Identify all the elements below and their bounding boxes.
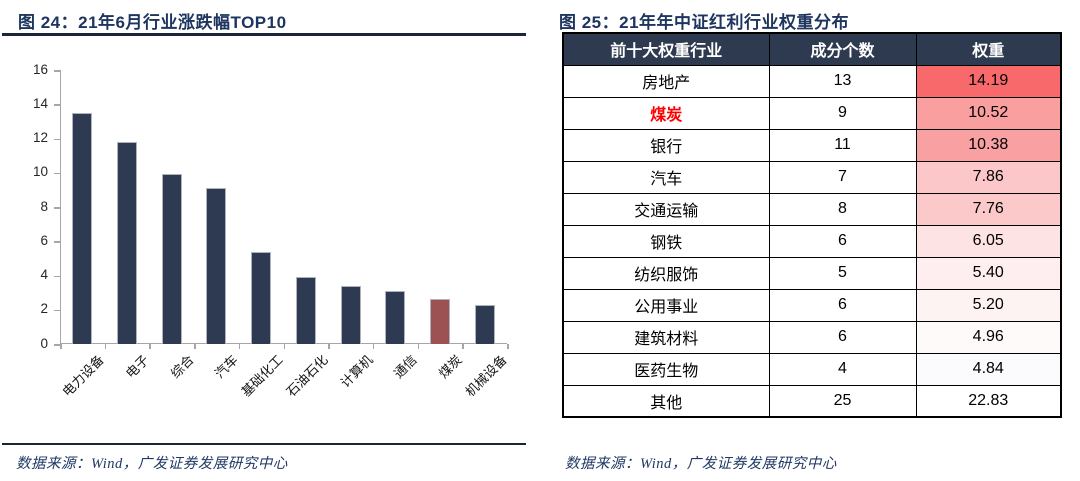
cell-weight: 5.20 xyxy=(915,288,1062,322)
y-axis-tick-mark xyxy=(54,309,60,312)
cell-industry: 纺织服饰 xyxy=(562,256,770,290)
y-axis-tick-label: 12 xyxy=(32,130,48,145)
y-axis-tick-mark xyxy=(54,104,60,106)
x-axis-tick-mark xyxy=(283,344,285,349)
cell-weight: 14.19 xyxy=(915,64,1062,98)
table-row-建筑材料: 建筑材料 6 4.96 xyxy=(562,320,1062,354)
x-axis-tick-mark xyxy=(60,344,62,349)
table-row-交通运输: 交通运输 8 7.76 xyxy=(562,192,1062,226)
bar-综合 xyxy=(161,174,182,344)
cell-count: 7 xyxy=(768,160,917,194)
cell-count: 5 xyxy=(768,256,917,290)
table-row-汽车: 汽车 7 7.86 xyxy=(562,160,1062,194)
y-axis-tick-label: 14 xyxy=(32,95,48,111)
y-axis-tick-mark xyxy=(54,70,60,72)
figure-24-bottom-rule xyxy=(2,443,526,445)
y-axis-tick-label: 0 xyxy=(40,335,48,351)
y-axis-tick-label: 10 xyxy=(32,164,48,180)
x-axis-tick-mark xyxy=(372,344,375,349)
y-axis-tick-mark xyxy=(54,241,60,243)
x-axis-tick-mark xyxy=(462,344,464,349)
x-axis-tick-mark xyxy=(417,344,420,349)
x-axis-tick-mark xyxy=(328,344,330,349)
table-body: 房地产 13 14.19 煤炭 9 10.52 银行 11 10.38 汽车 7 7.86 交通运输 8 7… xyxy=(562,64,1062,418)
y-axis-tick-mark xyxy=(54,344,60,346)
cell-industry: 汽车 xyxy=(562,160,770,194)
figure-25-source: 数据来源：Wind，广发证券发展研究中心 xyxy=(565,456,837,472)
dividend-index-weights-table: 前十大权重行业 成分个数 权重 房地产 13 14.19 煤炭 9 10.52 银行 11 10… xyxy=(562,32,1062,418)
figure-25-title: 图 25：21年年中证红利行业权重分布 xyxy=(559,13,850,32)
bar-基础化工 xyxy=(251,251,272,344)
figure-24-source: 数据来源：Wind，广发证券发展研究中心 xyxy=(16,456,288,472)
cell-weight: 22.83 xyxy=(915,384,1062,418)
header-weight: 权重 xyxy=(915,32,1062,66)
bar-通信 xyxy=(385,290,406,344)
cell-count: 6 xyxy=(768,224,917,258)
cell-industry: 其他 xyxy=(562,384,770,418)
cell-industry: 交通运输 xyxy=(562,192,770,226)
table-row-纺织服饰: 纺织服饰 5 5.40 xyxy=(562,256,1062,290)
cell-weight: 5.40 xyxy=(915,256,1062,290)
cell-industry: 煤炭 xyxy=(562,96,770,130)
cell-weight: 7.86 xyxy=(915,160,1062,194)
bar-机械设备 xyxy=(474,304,495,344)
y-axis-tick-mark xyxy=(54,172,60,175)
cell-count: 6 xyxy=(768,320,917,354)
cell-weight: 10.38 xyxy=(915,128,1062,162)
table-row-医药生物: 医药生物 4 4.84 xyxy=(562,352,1062,386)
y-axis-tick-mark xyxy=(54,207,60,209)
table-header-row: 前十大权重行业 成分个数 权重 xyxy=(562,32,1062,66)
y-axis-tick-label: 4 xyxy=(40,267,48,282)
x-axis-tick-mark xyxy=(507,344,509,349)
cell-industry: 建筑材料 xyxy=(562,320,770,354)
bar-计算机 xyxy=(340,285,361,344)
cell-count: 8 xyxy=(768,192,917,226)
cell-count: 25 xyxy=(768,384,917,418)
cell-industry: 钢铁 xyxy=(562,224,770,258)
cell-industry: 房地产 xyxy=(562,64,770,98)
table-row-银行: 银行 11 10.38 xyxy=(562,128,1062,162)
cell-weight: 4.84 xyxy=(915,352,1062,386)
x-axis-tick-mark xyxy=(194,344,196,349)
cell-industry: 银行 xyxy=(562,128,770,162)
cell-weight: 7.76 xyxy=(915,192,1062,226)
table-row-房地产: 房地产 13 14.19 xyxy=(562,64,1062,98)
industry-change-bar-chart: 0 2 4 6 8 10 12 14 16 电力设备 电子 综合 汽车 基础化工 石油石化 计算机 通信 煤炭 机械… xyxy=(10,50,530,442)
bar-电子 xyxy=(117,141,138,344)
header-count: 成分个数 xyxy=(768,32,917,66)
x-axis-tick-mark xyxy=(238,344,241,349)
y-axis-tick-label: 8 xyxy=(40,198,48,214)
cell-industry: 医药生物 xyxy=(562,352,770,386)
plot-area xyxy=(60,70,507,344)
bar-石油石化 xyxy=(295,277,316,344)
y-axis-tick-label: 16 xyxy=(32,61,48,77)
bar-电力设备 xyxy=(72,112,93,344)
y-axis-tick-label: 2 xyxy=(40,301,48,317)
figure-24-title-rule xyxy=(2,33,526,36)
cell-count: 4 xyxy=(768,352,917,386)
y-axis-tick-mark xyxy=(54,138,60,140)
cell-weight: 10.52 xyxy=(915,96,1062,130)
table-row-公用事业: 公用事业 6 5.20 xyxy=(562,288,1062,322)
cell-count: 9 xyxy=(768,96,917,130)
table-row-其他: 其他 25 22.83 xyxy=(562,384,1062,418)
bar-煤炭 xyxy=(429,299,450,344)
header-industry: 前十大权重行业 xyxy=(562,32,770,66)
y-axis-tick-label: 6 xyxy=(40,232,48,248)
cell-count: 13 xyxy=(768,64,917,98)
cell-count: 11 xyxy=(768,128,917,162)
x-axis-tick-mark xyxy=(149,344,151,349)
cell-count: 6 xyxy=(768,288,917,322)
table-row-煤炭: 煤炭 9 10.52 xyxy=(562,96,1062,130)
y-axis-tick-mark xyxy=(54,275,60,277)
cell-weight: 6.05 xyxy=(915,224,1062,258)
x-axis-tick-mark xyxy=(104,344,107,349)
table-row-钢铁: 钢铁 6 6.05 xyxy=(562,224,1062,258)
cell-industry: 公用事业 xyxy=(562,288,770,322)
figure-24-title: 图 24：21年6月行业涨跌幅TOP10 xyxy=(18,13,287,32)
cell-weight: 4.96 xyxy=(915,320,1062,354)
bar-汽车 xyxy=(206,188,227,344)
